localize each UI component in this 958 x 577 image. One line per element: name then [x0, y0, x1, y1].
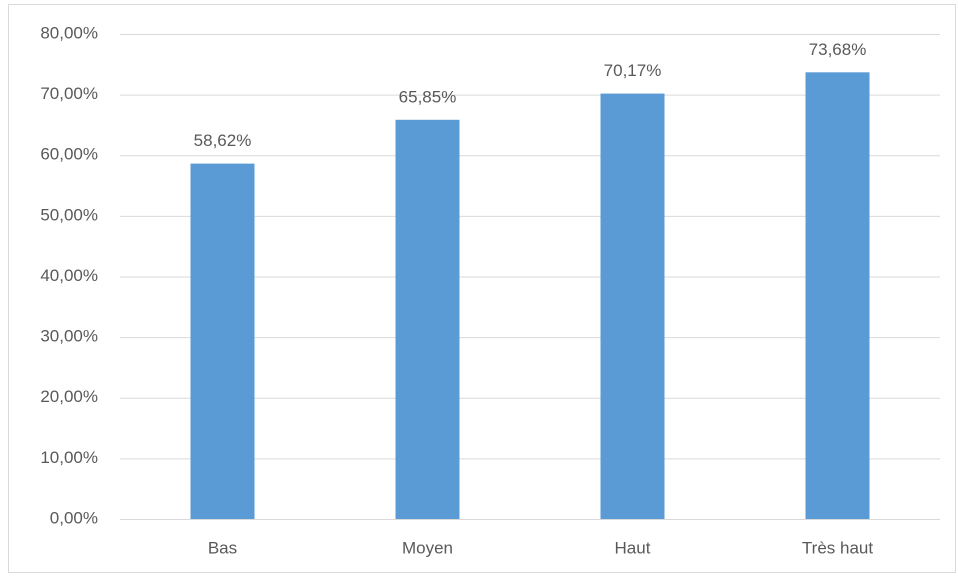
y-tick-label: 80,00%	[40, 23, 98, 42]
y-tick-label: 0,00%	[50, 508, 98, 527]
data-label: 70,17%	[604, 61, 662, 80]
bar	[190, 163, 255, 519]
x-tick-label: Très haut	[802, 538, 873, 557]
y-tick-label: 10,00%	[40, 448, 98, 467]
y-tick-label: 70,00%	[40, 84, 98, 103]
y-tick-label: 30,00%	[40, 327, 98, 346]
bar	[395, 119, 460, 520]
x-tick-label: Haut	[615, 538, 651, 557]
data-label: 58,62%	[194, 131, 252, 150]
y-tick-label: 60,00%	[40, 145, 98, 164]
data-label: 65,85%	[399, 87, 457, 106]
x-tick-label: Bas	[208, 538, 237, 557]
data-label: 73,68%	[809, 40, 867, 59]
y-tick-label: 20,00%	[40, 387, 98, 406]
bar	[805, 72, 870, 519]
chart-border	[8, 4, 956, 573]
x-tick-label: Moyen	[402, 538, 453, 557]
bar	[600, 93, 665, 520]
y-tick-label: 50,00%	[40, 205, 98, 224]
y-tick-label: 40,00%	[40, 266, 98, 285]
